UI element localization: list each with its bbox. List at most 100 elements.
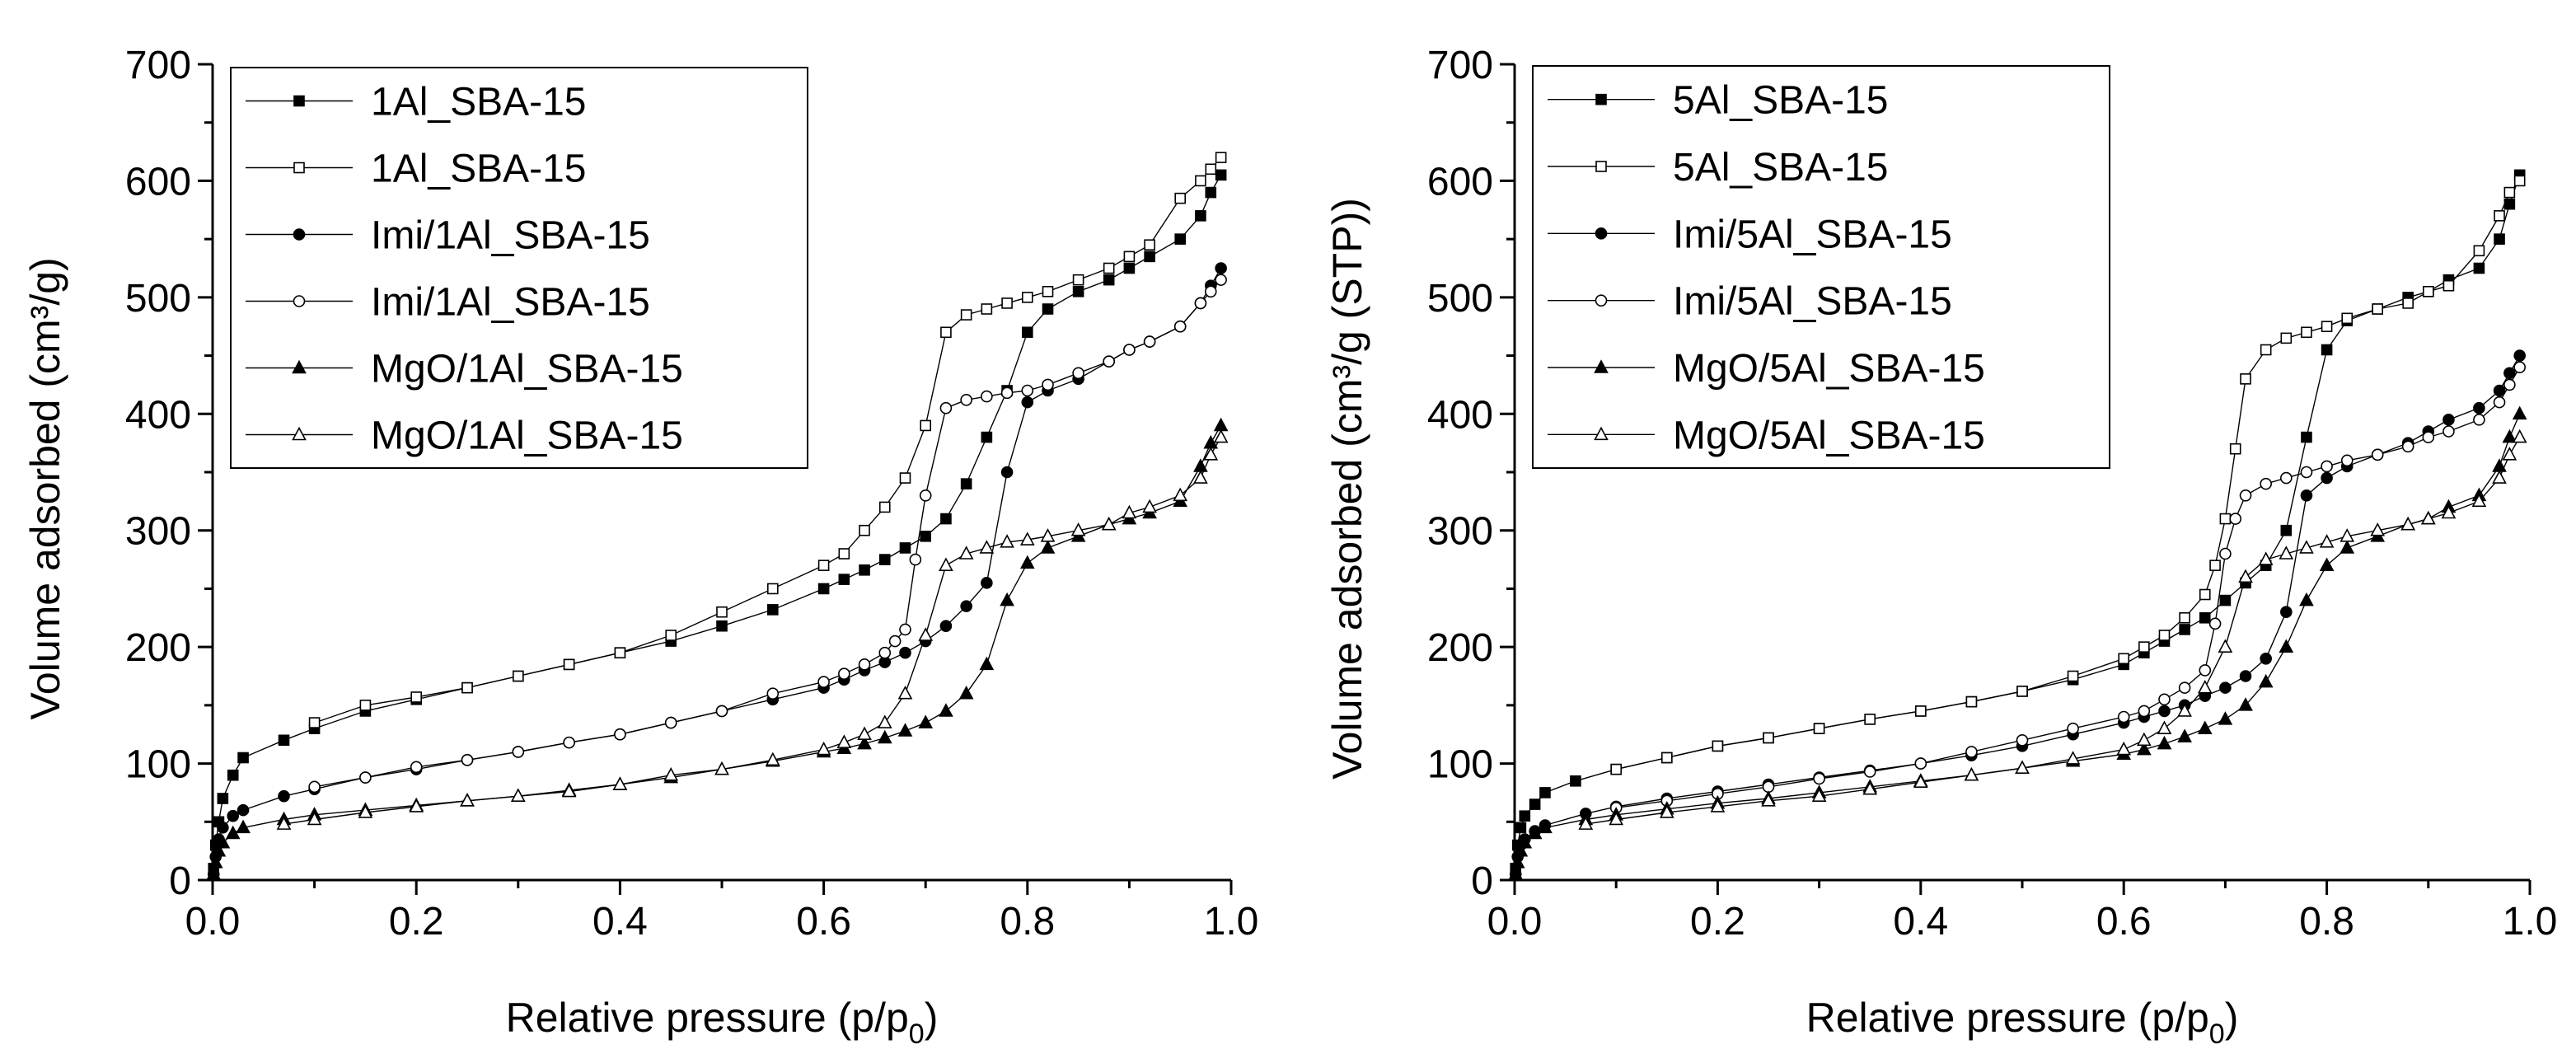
left-series-3-point: [1000, 466, 1014, 479]
right-series-6-point: [2218, 639, 2233, 653]
right-series-2-point: [2240, 373, 2251, 385]
left-series-2-point: [859, 524, 870, 536]
right-series-3-point: [2219, 681, 2232, 694]
left-series-5-point: [1193, 458, 1208, 472]
left-series-2-point: [410, 691, 423, 703]
right-series-1-point: [2301, 431, 2312, 443]
right-series-2-point: [2443, 279, 2455, 292]
left-series-6-point: [877, 714, 892, 728]
right-series-4-point: [1965, 746, 1978, 758]
left-series-5-point: [1019, 555, 1035, 569]
left-series-4-point: [766, 687, 780, 700]
right-series-2-point: [2016, 686, 2028, 697]
left-series-5-point: [877, 729, 892, 744]
left-legend-entry: 1Al_SBA-15: [246, 148, 587, 191]
left-y-tick-label: 600: [125, 160, 191, 204]
left-series-4-point: [664, 716, 677, 729]
right-series-4-point: [2401, 440, 2414, 453]
right-series-4: [1609, 361, 2526, 814]
right-legend-marker: [1595, 227, 1608, 240]
left-series-5-point: [215, 835, 231, 849]
right-series-1-point: [2494, 233, 2505, 245]
left-series-4-point: [817, 676, 830, 688]
right-series-3-point: [2503, 367, 2516, 380]
left-series-6-point: [663, 767, 679, 781]
left-series-2-point: [1174, 192, 1186, 204]
right-series-4-point: [2219, 547, 2232, 560]
right-series-4-point: [2321, 460, 2333, 473]
right-y-tick-label: 500: [1427, 277, 1493, 321]
left-legend-label: 1Al_SBA-15: [371, 81, 587, 124]
right-y-tick-label: 200: [1427, 626, 1493, 670]
right-series-6-point: [1578, 816, 1594, 830]
left-legend-marker: [293, 228, 306, 241]
left-x-tick-label: 0.4: [592, 900, 648, 944]
left-series-1-point: [1215, 169, 1227, 181]
right-series-4-point: [2443, 425, 2455, 438]
right-series-4-point: [2503, 378, 2516, 391]
left-series-2-point: [960, 309, 972, 321]
right-series-5-point: [2258, 673, 2274, 688]
left-series-2-point: [614, 647, 626, 659]
right-series-4-point: [2473, 414, 2485, 426]
left-series-4-point: [909, 553, 922, 566]
left-y-tick-label: 100: [125, 743, 191, 787]
left-series-1-point: [1205, 186, 1217, 199]
right-series-2-point: [2341, 312, 2354, 325]
right-series-6-point: [2492, 470, 2507, 484]
right-series-1-point: [1519, 810, 1531, 822]
right-legend-label: 5Al_SBA-15: [1673, 146, 1889, 190]
left-series-2-point: [981, 303, 993, 315]
left-series-4-point: [878, 646, 892, 659]
right-series-4-point: [2239, 489, 2252, 502]
left-series-2-point: [1103, 262, 1115, 274]
left-series-4-point: [1000, 386, 1014, 400]
left-series-2-point: [920, 419, 931, 432]
right-series-2-point: [2372, 303, 2383, 315]
right-legend-entry: MgO/5Al_SBA-15: [1548, 347, 1985, 391]
right-series-5-point: [1517, 835, 1533, 849]
left-x-axis-title: Relative pressure (p/p0): [506, 995, 939, 1050]
left-series-4-point: [1173, 320, 1187, 333]
left-series-5-point: [897, 723, 913, 737]
left-series-4-point: [838, 667, 850, 680]
right-series-4-point: [2371, 448, 2384, 461]
right-y-tick-label: 600: [1427, 160, 1493, 204]
left-series-3-point: [1021, 396, 1034, 409]
right-legend-label: 5Al_SBA-15: [1673, 79, 1889, 123]
left-series-5-point: [958, 686, 974, 700]
left-series-4-point: [1123, 344, 1136, 356]
left-series-4-point: [410, 761, 423, 774]
right-series-6-point: [1964, 767, 1979, 781]
right-series-4-point: [2493, 396, 2506, 409]
left-series-2-point: [899, 472, 911, 484]
right-series-6-point: [2279, 546, 2294, 560]
right-series-5-point: [2197, 720, 2213, 734]
right-series-4-point: [2422, 431, 2435, 443]
right-series-1-point: [1539, 787, 1551, 798]
left-series-1-point: [227, 769, 239, 781]
left-legend-box: [230, 67, 808, 469]
right-series-6-point: [2370, 522, 2386, 536]
left-series-6-point: [958, 546, 974, 560]
left-series-4-point: [1215, 274, 1227, 286]
right-series-2-point: [2219, 513, 2232, 525]
left-series-6-point: [1070, 522, 1086, 536]
left-series-1-point: [878, 554, 891, 565]
left-chart-panel: 0.0 0.2 0.4 0.6 0.8 1.0 0 100 200 300 400 500 600 700…: [22, 44, 1258, 1050]
left-series-4-point: [1204, 285, 1217, 298]
right-series-6-point: [1862, 780, 1878, 795]
left-legend: 1Al_SBA-15 1Al_SBA-15 Imi/1Al_SBA-15 Imi/1A…: [230, 67, 808, 469]
left-series-2-point: [1072, 274, 1084, 286]
right-series-6-point: [2400, 516, 2415, 531]
left-series-6-point: [939, 557, 953, 571]
left-series-2: [308, 152, 1227, 728]
right-series-3-point: [2280, 606, 2293, 619]
right-series-6-point: [1913, 774, 1928, 789]
left-x-tick-label: 1.0: [1204, 900, 1259, 944]
right-series-6-point: [2197, 679, 2213, 694]
right-legend-entry: Imi/5Al_SBA-15: [1548, 280, 1952, 324]
left-legend-label: Imi/1Al_SBA-15: [371, 214, 650, 258]
right-series-4-point: [2280, 471, 2293, 485]
left-series-2-point: [359, 700, 372, 711]
